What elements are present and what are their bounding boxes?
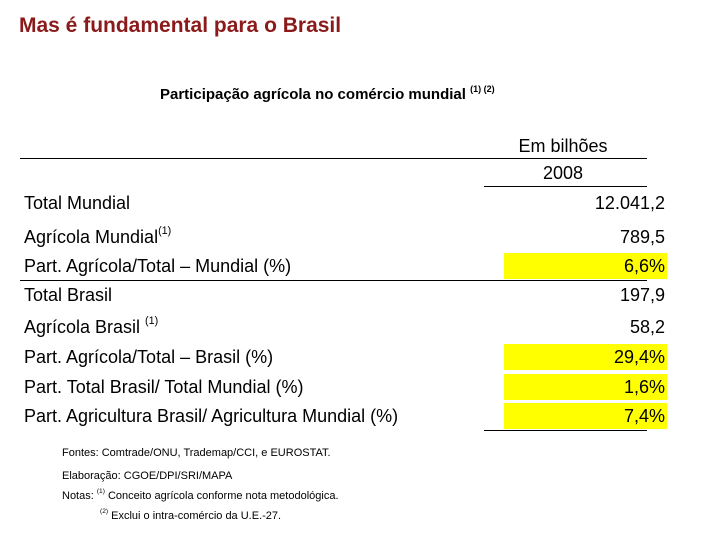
row-label-text: Total Mundial [24,193,131,213]
row-label-text: Agrícola Brasil [24,317,146,337]
row-value: 29,4% [613,347,665,367]
table-top-rule [20,158,647,159]
row-value-cell: 1,6% [504,374,667,400]
subtitle-text: Participação agrícola no comércio mundia… [160,86,466,103]
row-value: 58,2 [629,317,665,337]
note-2-text: Exclui o intra-comércio da U.E.-27. [111,510,282,522]
row-footnote-ref: (1) [158,225,172,237]
note-1: Notas: (1) Conceito agrícola conforme no… [62,488,339,502]
table-row: Agrícola Mundial(1) 789,5 [20,224,665,250]
row-value-cell: 6,6% [504,253,667,279]
row-label: Part. Agrícola/Total – Mundial (%) [24,256,291,277]
table-row: Part. Total Brasil/ Total Mundial (%) 1,6… [20,374,667,400]
row-value-cell: 7,4% [504,403,667,429]
row-label-text: Part. Total Brasil/ Total Mundial (%) [24,377,304,397]
table-row: Part. Agrícola/Total – Brasil (%) 29,4% [20,344,667,370]
row-footnote-ref: (1) [145,315,159,327]
table-row: Total Mundial 12.041,2 [20,190,665,216]
year-header: 2008 [542,163,584,183]
sources-note: Fontes: Comtrade/ONU, Trademap/CCI, e EU… [62,447,331,459]
row-label: Part. Total Brasil/ Total Mundial (%) [24,377,303,398]
section-rule [20,280,647,281]
row-value: 12.041,2 [594,193,665,213]
note-1-ref: (1) [96,488,105,495]
table-row: Part. Agrícola/Total – Mundial (%) 6,6% [20,253,667,279]
note-2: (2) Exclui o intra-comércio da U.E.-27. [100,508,282,522]
subtitle-footnote-ref: (1) (2) [470,84,495,94]
table-subtitle: Participação agrícola no comércio mundia… [160,84,495,103]
page-title: Mas é fundamental para o Brasil [19,14,342,37]
table-row: Agrícola Brasil (1) 58,2 [20,314,665,340]
table-bottom-rule [484,430,647,431]
note-1-text: Conceito agrícola conforme nota metodoló… [107,490,339,502]
row-value: 789,5 [619,227,665,247]
row-label-text: Part. Agricultura Brasil/ Agricultura Mu… [24,406,399,426]
prepared-by-note: Elaboração: CGOE/DPI/SRI/MAPA [62,470,233,482]
row-value: 1,6% [623,377,665,397]
row-value-cell: 58,2 [504,314,667,340]
row-value-cell: 29,4% [504,344,667,370]
row-value: 197,9 [619,285,665,305]
row-label: Agrícola Mundial(1) [24,225,172,248]
row-label: Part. Agricultura Brasil/ Agricultura Mu… [24,406,398,427]
row-label-text: Part. Agrícola/Total – Brasil (%) [24,347,274,367]
table-row: Part. Agricultura Brasil/ Agricultura Mu… [20,403,667,429]
row-label: Part. Agrícola/Total – Brasil (%) [24,347,273,368]
row-label: Agrícola Brasil (1) [24,315,159,338]
row-label-text: Total Brasil [24,285,113,305]
row-value: 7,4% [623,406,665,426]
row-label-text: Part. Agrícola/Total – Mundial (%) [24,256,292,276]
row-label: Total Mundial [24,193,130,214]
row-value-cell: 197,9 [504,282,667,308]
unit-header: Em bilhões [518,136,608,156]
row-value: 6,6% [623,256,665,276]
notes-label: Notas: [62,490,94,502]
row-label-text: Agrícola Mundial [24,227,159,247]
table-row: Total Brasil 197,9 [20,282,665,308]
row-label: Total Brasil [24,285,112,306]
header-rule [484,186,647,187]
row-value-cell: 12.041,2 [504,190,667,216]
note-2-ref: (2) [100,508,109,515]
row-value-cell: 789,5 [504,224,667,250]
